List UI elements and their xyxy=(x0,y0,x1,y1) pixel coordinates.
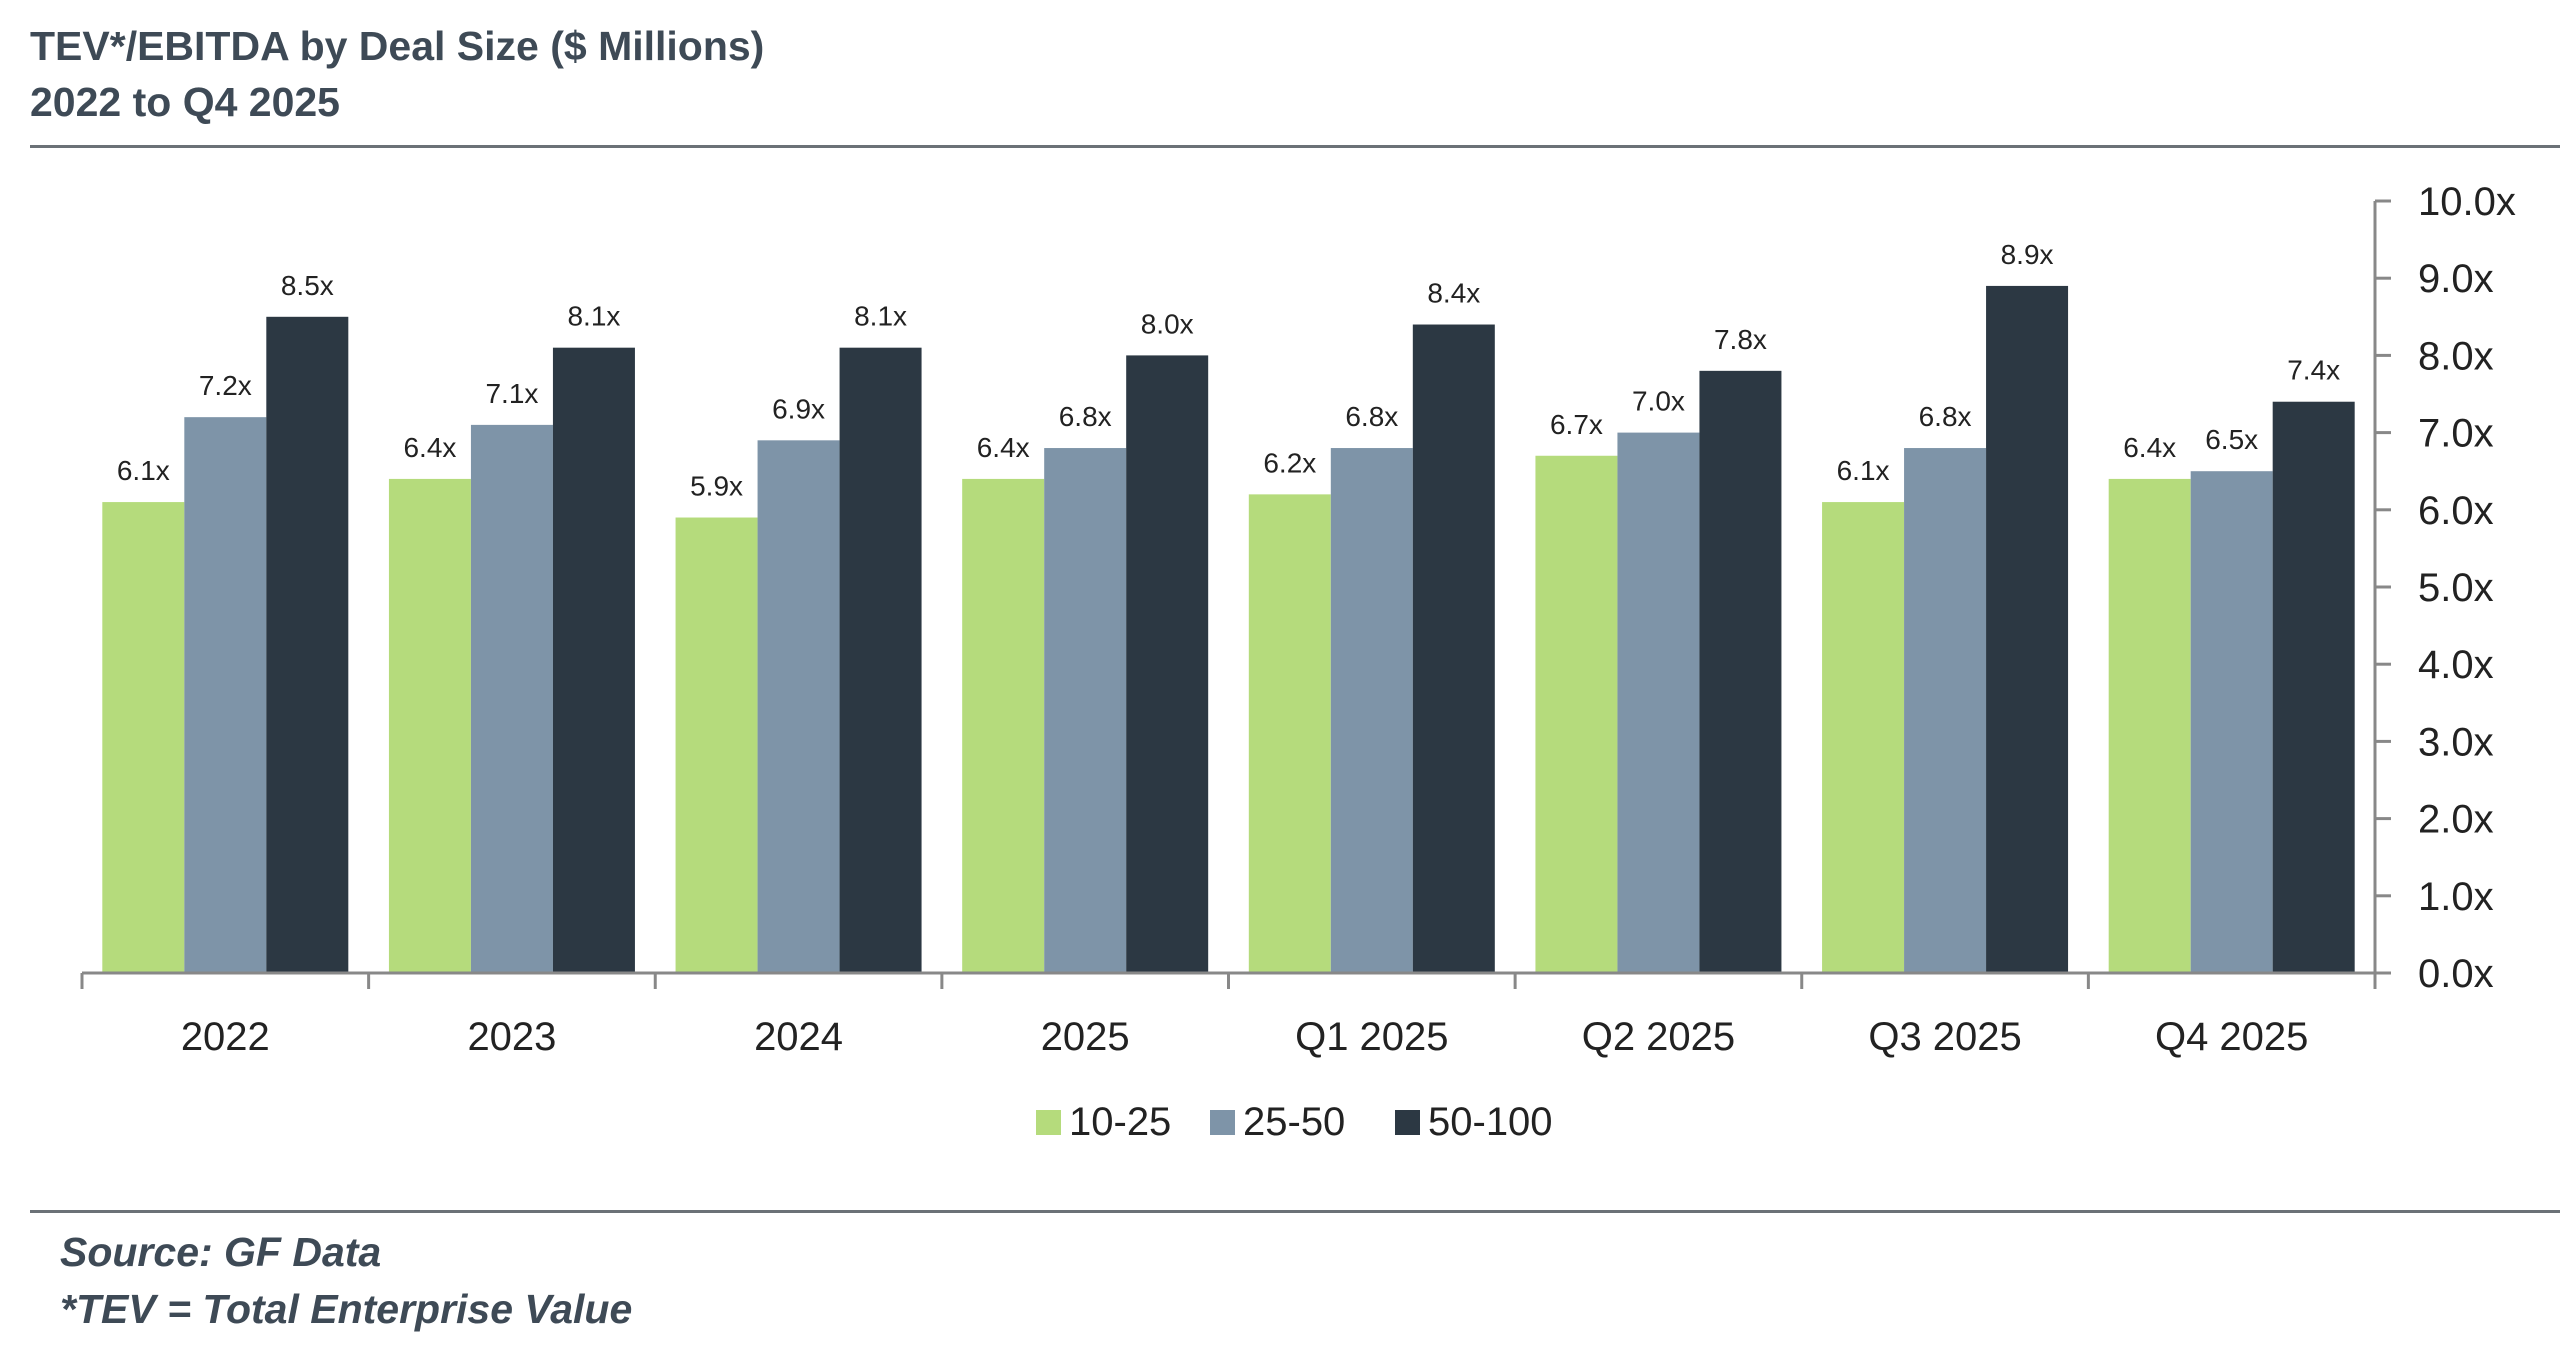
bar-10-25-2025 xyxy=(962,478,1045,973)
top-divider xyxy=(30,145,2560,148)
x-tick-label: Q3 2025 xyxy=(1868,1015,2021,1059)
data-label: 8.5x xyxy=(281,270,334,301)
x-tick-label: 2023 xyxy=(467,1015,556,1059)
y-tick-label: 9.0x xyxy=(2418,257,2494,301)
bar-50-100-Q1-2025 xyxy=(1412,324,1495,973)
bar-25-50-Q2-2025 xyxy=(1617,432,1700,974)
x-tick-label: Q4 2025 xyxy=(2155,1015,2308,1059)
bar-50-100-Q3-2025 xyxy=(1986,285,2069,973)
data-label: 6.8x xyxy=(1059,401,1112,432)
legend-label-10-25: 10-25 xyxy=(1069,1100,1171,1144)
bars-layer xyxy=(102,285,2355,974)
data-label: 8.9x xyxy=(2001,239,2054,270)
data-label: 8.4x xyxy=(1427,278,1480,309)
bar-25-50-2024 xyxy=(757,440,840,973)
data-labels-layer: 6.1x 7.2x 8.5x 6.4x 7.1x 8.1x 5.9x 6.9x 8.1x 6.4x… xyxy=(117,239,2340,502)
bar-50-100-2025 xyxy=(1126,355,1209,973)
y-tick-label: 1.0x xyxy=(2418,875,2494,919)
data-label: 6.4x xyxy=(977,432,1030,463)
y-tick-label: 10.0x xyxy=(2418,180,2516,224)
legend-swatch-25-50 xyxy=(1210,1110,1235,1135)
data-label: 6.7x xyxy=(1550,409,1603,440)
legend-label-50-100: 50-100 xyxy=(1428,1100,1553,1144)
y-tick-label: 0.0x xyxy=(2418,952,2494,996)
y-tick-label: 2.0x xyxy=(2418,798,2494,842)
bar-10-25-Q3-2025 xyxy=(1822,502,1905,973)
data-label: 6.4x xyxy=(2123,432,2176,463)
bar-10-25-Q2-2025 xyxy=(1535,455,1618,973)
bar-25-50-Q3-2025 xyxy=(1904,448,1987,973)
data-label: 5.9x xyxy=(690,471,743,502)
bar-25-50-2025 xyxy=(1044,448,1127,973)
x-tick-label: 2022 xyxy=(181,1015,270,1059)
source-note: Source: GF Data xyxy=(60,1229,382,1275)
bar-50-100-Q2-2025 xyxy=(1699,370,1782,974)
y-tick-label: 6.0x xyxy=(2418,489,2494,533)
data-label: 7.8x xyxy=(1714,324,1767,355)
footnote: *TEV = Total Enterprise Value xyxy=(60,1286,633,1332)
data-label: 7.0x xyxy=(1632,386,1685,417)
bar-25-50-2022 xyxy=(184,417,267,973)
data-label: 6.1x xyxy=(1837,455,1890,486)
bar-50-100-2023 xyxy=(552,347,635,973)
data-label: 7.4x xyxy=(2287,355,2340,386)
data-label: 6.1x xyxy=(117,455,170,486)
data-label: 6.9x xyxy=(772,393,825,424)
data-label: 8.1x xyxy=(567,301,620,332)
x-tick-label: Q2 2025 xyxy=(1582,1015,1735,1059)
x-axis: 2022 2023 2024 2025 Q1 2025 Q2 2025 Q3 2025 Q4 … xyxy=(80,971,2377,1059)
legend-swatch-10-25 xyxy=(1036,1110,1061,1135)
y-tick-label: 7.0x xyxy=(2418,412,2494,456)
bar-10-25-2023 xyxy=(388,478,471,973)
chart-subtitle: 2022 to Q4 2025 xyxy=(30,79,340,125)
y-tick-label: 3.0x xyxy=(2418,720,2494,764)
bar-25-50-Q1-2025 xyxy=(1330,448,1413,973)
legend: 10-25 25-50 50-100 xyxy=(1036,1100,1553,1144)
footer-notes: Source: GF Data *TEV = Total Enterprise … xyxy=(60,1224,632,1338)
data-label: 6.8x xyxy=(1345,401,1398,432)
bar-10-25-2022 xyxy=(102,502,185,973)
x-tick-label: 2025 xyxy=(1041,1015,1130,1059)
data-label: 8.1x xyxy=(854,301,907,332)
bar-50-100-Q4-2025 xyxy=(2272,401,2355,974)
legend-swatch-50-100 xyxy=(1395,1110,1420,1135)
chart-title: TEV*/EBITDA by Deal Size ($ Millions) xyxy=(30,23,765,69)
x-tick-label: Q1 2025 xyxy=(1295,1015,1448,1059)
bar-10-25-Q1-2025 xyxy=(1248,494,1331,973)
y-tick-label: 4.0x xyxy=(2418,643,2494,687)
bar-25-50-2023 xyxy=(470,424,553,973)
data-label: 7.1x xyxy=(485,378,538,409)
data-label: 6.8x xyxy=(1919,401,1972,432)
x-tick-label: 2024 xyxy=(754,1015,843,1059)
y-axis: 0.0x 1.0x 2.0x 3.0x 4.0x 5.0x 6.0x 7.0x 8.0x 9.0x… xyxy=(2373,180,2516,996)
bar-25-50-Q4-2025 xyxy=(2190,471,2273,973)
y-tick-label: 5.0x xyxy=(2418,566,2494,610)
bar-10-25-Q4-2025 xyxy=(2108,478,2191,973)
data-label: 6.5x xyxy=(2205,424,2258,455)
chart-title-block: TEV*/EBITDA by Deal Size ($ Millions) 20… xyxy=(30,18,764,130)
y-tick-label: 8.0x xyxy=(2418,334,2494,378)
data-label: 6.4x xyxy=(403,432,456,463)
bar-10-25-2024 xyxy=(675,517,758,973)
bar-50-100-2022 xyxy=(266,316,349,973)
bar-chart: 6.1x 7.2x 8.5x 6.4x 7.1x 8.1x 5.9x 6.9x 8.1x 6.4x… xyxy=(80,180,2516,1144)
bar-50-100-2024 xyxy=(839,347,922,973)
data-label: 8.0x xyxy=(1141,308,1194,339)
bottom-divider xyxy=(30,1210,2560,1213)
legend-label-25-50: 25-50 xyxy=(1243,1100,1345,1144)
data-label: 6.2x xyxy=(1263,447,1316,478)
data-label: 7.2x xyxy=(199,370,252,401)
